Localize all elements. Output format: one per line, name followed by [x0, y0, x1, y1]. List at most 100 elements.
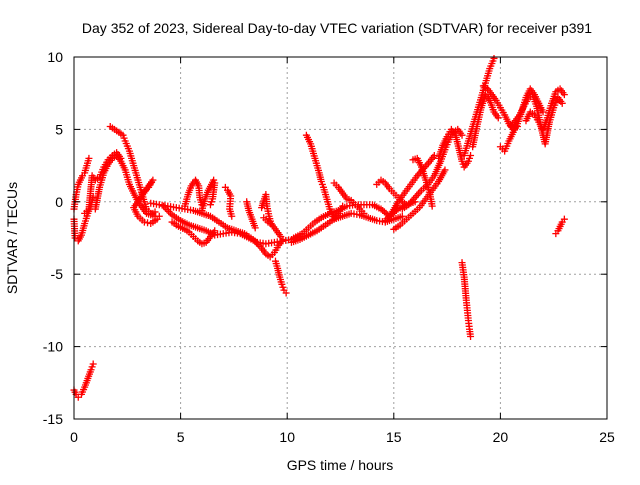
data-point-interp	[393, 200, 401, 208]
data-point-interp	[133, 210, 141, 218]
data-point-interp	[493, 112, 501, 120]
data-point-interp	[499, 109, 507, 117]
data-series-arc-11	[181, 176, 206, 210]
data-point-interp	[410, 195, 418, 203]
data-point-interp	[457, 129, 465, 137]
y-tick-label: -15	[43, 411, 63, 427]
data-point-interp	[345, 196, 353, 204]
data-point-interp	[466, 330, 474, 338]
data-point-interp	[95, 185, 103, 193]
data-point-interp	[71, 388, 79, 396]
data-point	[282, 289, 290, 297]
data-point-interp	[200, 239, 208, 247]
data-series-arc-21	[330, 179, 368, 217]
data-series-arc-1	[70, 360, 97, 401]
data-point-interp	[107, 156, 115, 164]
data-point-interp	[133, 174, 141, 182]
data-point-interp	[204, 212, 212, 220]
data-point-interp	[317, 175, 325, 183]
data-series-arc-35	[552, 215, 568, 238]
data-point-interp	[440, 168, 448, 176]
data-point-interp	[337, 187, 345, 195]
data-point-interp	[250, 222, 258, 230]
data-point-interp	[309, 220, 317, 228]
data-series-arc-31	[479, 82, 521, 133]
data-point-interp	[400, 217, 408, 225]
data-point-interp	[436, 159, 444, 167]
data-point-interp	[386, 211, 394, 219]
plot-frame	[73, 56, 608, 420]
data-point-interp	[463, 159, 471, 167]
data-point-interp	[247, 213, 255, 221]
data-point-interp	[84, 157, 92, 165]
data-series-arc-7	[130, 176, 161, 228]
data-point-interp	[75, 178, 83, 186]
data-point-interp	[525, 110, 533, 118]
data-point-interp	[183, 227, 191, 235]
data-point-interp	[310, 152, 318, 160]
data-series-arc-26	[398, 125, 466, 213]
data-point-interp	[457, 155, 465, 163]
data-point-interp	[221, 222, 229, 230]
data-point-interp	[227, 210, 235, 218]
data-point-interp	[145, 207, 153, 215]
data-point-interp	[559, 89, 567, 97]
data-point-interp	[405, 183, 413, 191]
data-point-interp	[294, 236, 302, 244]
data-point-interp	[138, 216, 146, 224]
data-point-interp	[465, 322, 473, 330]
x-tick-label: 25	[599, 429, 615, 445]
data-point-interp	[394, 222, 402, 230]
data-point-interp	[489, 57, 497, 65]
data-point-interp	[392, 191, 400, 199]
data-point	[560, 215, 568, 223]
chart-title: Day 352 of 2023, Sidereal Day-to-day VTE…	[82, 20, 592, 36]
data-point-interp	[433, 180, 441, 188]
y-tick-label: -10	[43, 339, 63, 355]
data-point-interp	[354, 203, 362, 211]
data-point-interp	[388, 187, 396, 195]
y-tick-label: -5	[51, 266, 64, 282]
data-point-interp	[192, 235, 200, 243]
data-point-interp	[194, 180, 202, 188]
data-point-interp	[314, 166, 322, 174]
data-point-interp	[519, 104, 527, 112]
data-point-interp	[555, 225, 563, 233]
data-point-interp	[271, 225, 279, 233]
data-point-interp	[484, 95, 492, 103]
data-point-interp	[279, 283, 287, 291]
data-point-interp	[422, 182, 430, 190]
data-point-interp	[306, 138, 314, 146]
data-point-interp	[412, 174, 420, 182]
data-point-interp	[113, 127, 121, 135]
data-point-interp	[547, 102, 555, 110]
data-point-interp	[144, 219, 152, 227]
data-point-interp	[403, 202, 411, 210]
data-series-arc-13	[221, 183, 236, 220]
data-point-interp	[551, 90, 559, 98]
data-point-interp	[275, 231, 283, 239]
data-series-arc-6	[106, 123, 163, 220]
data-point-interp	[93, 175, 101, 183]
data-point-interp	[399, 191, 407, 199]
data-point-interp	[129, 159, 137, 167]
data-point-interp	[243, 233, 251, 241]
data-point-interp	[186, 184, 194, 192]
data-point-interp	[120, 134, 128, 142]
data-point-interp	[416, 188, 424, 196]
data-point-interp	[192, 223, 200, 231]
data-point-interp	[429, 174, 437, 182]
data-points	[70, 54, 568, 401]
data-point-interp	[504, 117, 512, 125]
data-point-interp	[276, 237, 284, 245]
y-tick-label: 10	[47, 49, 63, 65]
data-point-interp	[302, 232, 310, 240]
data-point-interp	[196, 191, 204, 199]
data-point-interp	[428, 200, 436, 208]
data-point-interp	[384, 183, 392, 191]
data-point-interp	[80, 222, 88, 230]
data-point-interp	[353, 210, 361, 218]
data-point-interp	[117, 130, 125, 138]
data-point-interp	[379, 178, 387, 186]
